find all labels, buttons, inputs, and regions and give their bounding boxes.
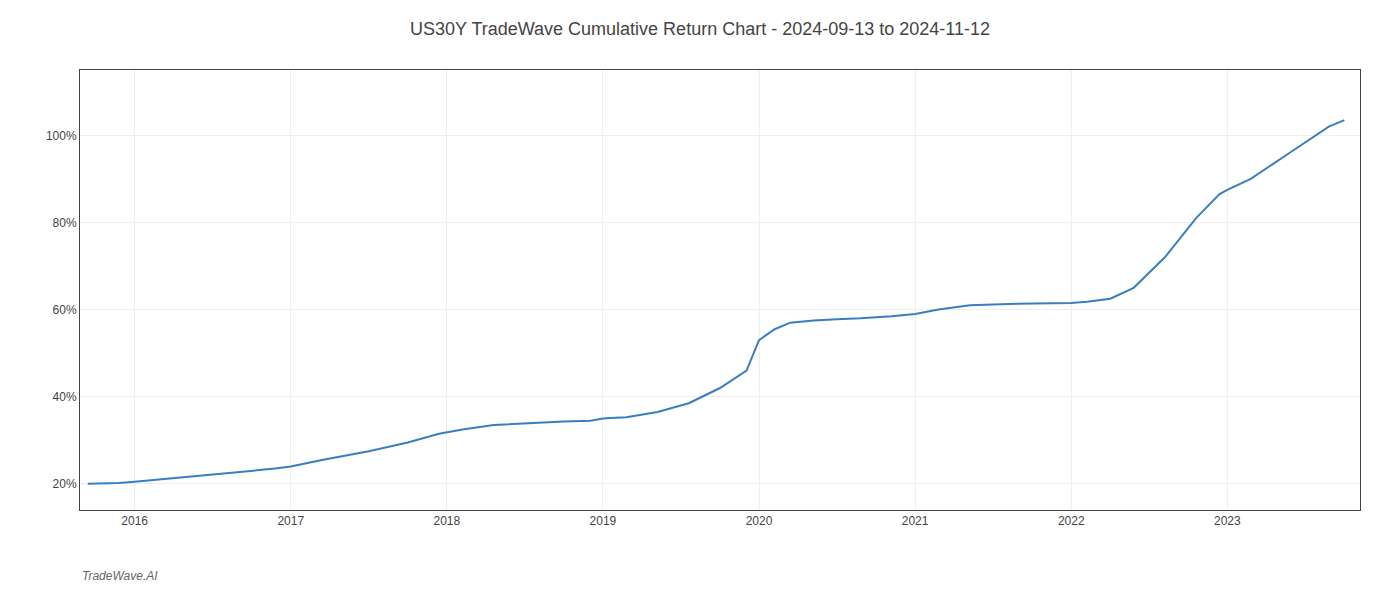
svg-text:TradeWave.AI: TradeWave.AI: [82, 569, 158, 583]
svg-text:2022: 2022: [1058, 514, 1085, 528]
svg-text:2023: 2023: [1214, 514, 1241, 528]
svg-text:2021: 2021: [902, 514, 929, 528]
svg-text:60%: 60%: [53, 303, 77, 317]
svg-text:20%: 20%: [53, 477, 77, 491]
svg-text:80%: 80%: [53, 216, 77, 230]
svg-text:2020: 2020: [746, 514, 773, 528]
svg-text:40%: 40%: [53, 390, 77, 404]
svg-text:2017: 2017: [277, 514, 304, 528]
svg-text:2016: 2016: [121, 514, 148, 528]
svg-text:2018: 2018: [433, 514, 460, 528]
svg-text:US30Y TradeWave Cumulative Ret: US30Y TradeWave Cumulative Return Chart …: [410, 19, 990, 39]
svg-text:100%: 100%: [46, 129, 77, 143]
svg-text:2019: 2019: [590, 514, 617, 528]
